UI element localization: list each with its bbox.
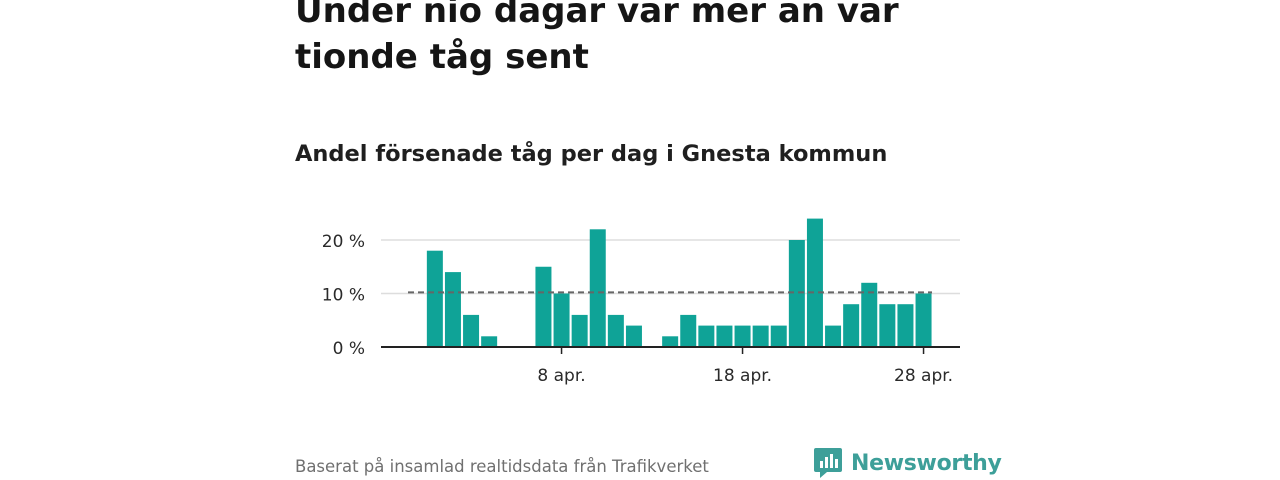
x-tick-label: 8 apr. xyxy=(537,366,585,386)
x-tick-label: 18 apr. xyxy=(713,366,772,386)
bar xyxy=(716,325,733,347)
bar xyxy=(680,314,697,347)
bar xyxy=(481,336,498,347)
chart-subtitle: Andel försenade tåg per dag i Gnesta kom… xyxy=(295,141,888,167)
bar xyxy=(734,325,751,347)
y-tick-label: 10 % xyxy=(322,286,365,306)
bar xyxy=(861,282,878,347)
bar xyxy=(698,325,715,347)
bar xyxy=(843,304,860,347)
bar xyxy=(662,336,679,347)
bar xyxy=(897,304,914,347)
brand-name: Newsworthy xyxy=(851,450,1002,476)
bar xyxy=(879,304,896,347)
bar xyxy=(607,314,624,347)
bar xyxy=(444,272,461,347)
bar xyxy=(915,293,932,347)
axes: 0 % 10 % 20 % 8 apr. 18 apr. 28 apr. xyxy=(322,232,960,386)
x-tick-label: 28 apr. xyxy=(894,366,953,386)
bar xyxy=(426,250,443,347)
bar xyxy=(571,314,588,347)
source-note: Baserat på insamlad realtidsdata från Tr… xyxy=(295,457,709,476)
bar xyxy=(553,293,570,347)
bar xyxy=(752,325,769,347)
y-tick-label: 20 % xyxy=(322,232,365,252)
bar xyxy=(770,325,787,347)
brand-logo: Newsworthy xyxy=(813,446,1002,480)
headline: Under nio dagar var mer än var tionde tå… xyxy=(295,0,899,77)
bar xyxy=(825,325,842,347)
bar xyxy=(535,266,552,347)
newsworthy-logo-icon xyxy=(814,448,842,478)
bar xyxy=(788,240,805,347)
y-tick-label: 0 % xyxy=(333,339,365,359)
bar xyxy=(589,229,606,347)
bar xyxy=(806,218,823,347)
bar xyxy=(463,314,480,347)
bar xyxy=(625,325,642,347)
bars xyxy=(426,218,932,347)
